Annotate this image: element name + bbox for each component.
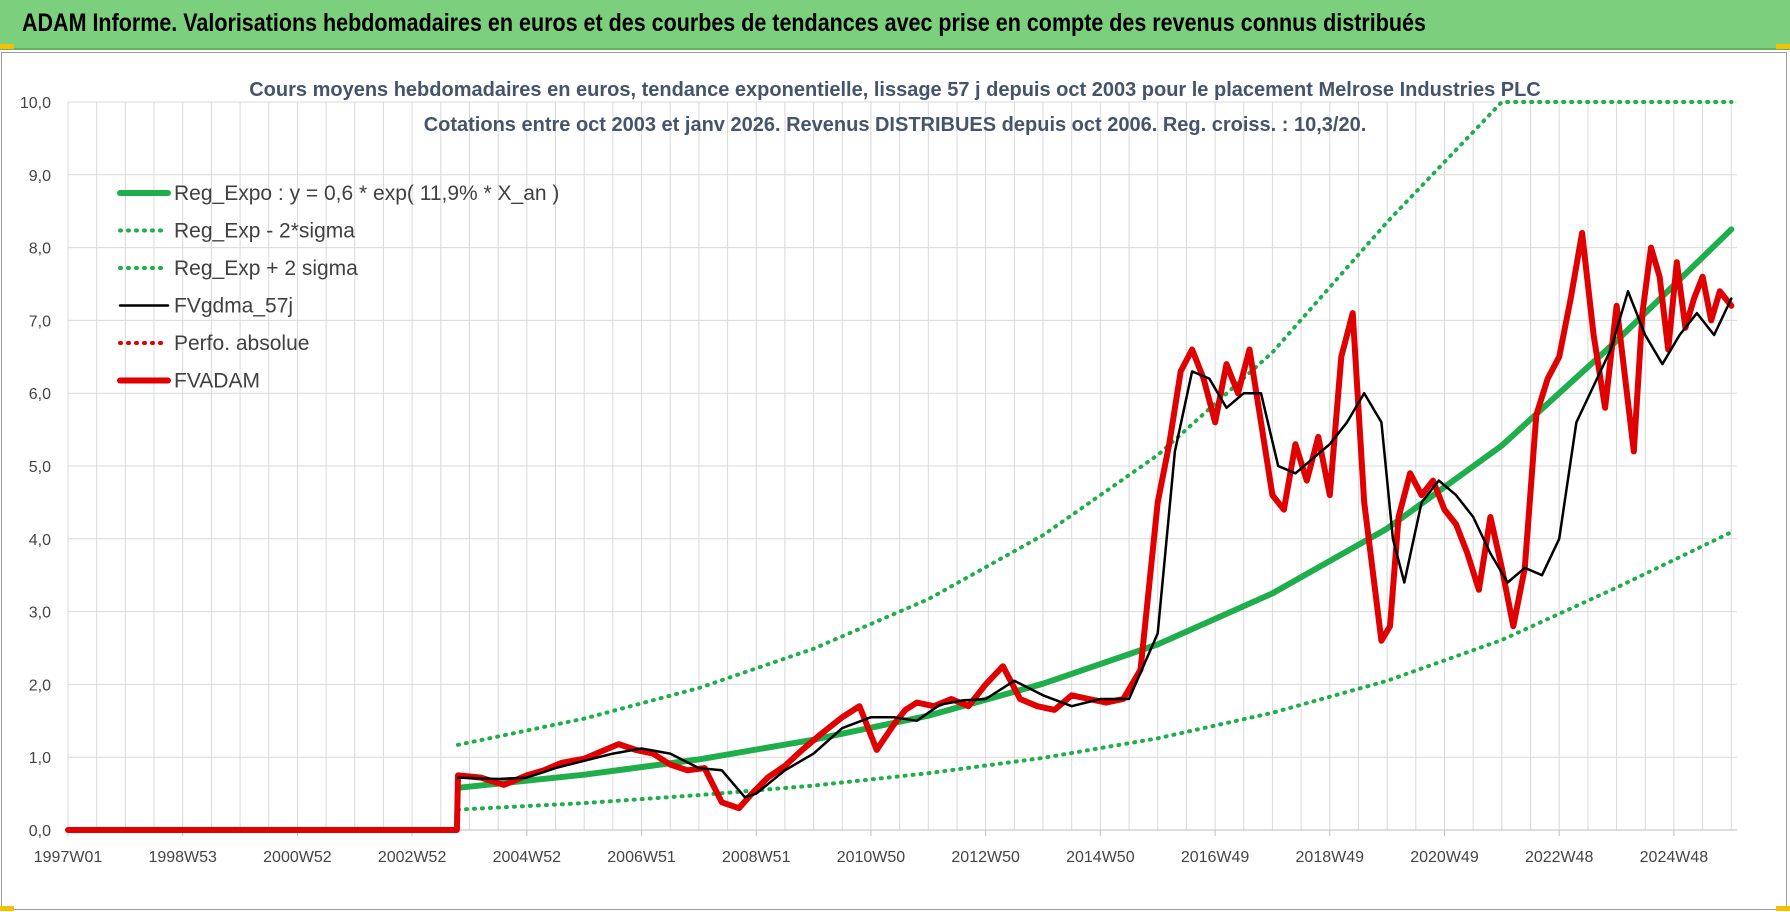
legend: Reg_Expo : y = 0,6 * exp( 11,9% * X_an )… [117, 182, 559, 393]
x-tick-label: 2018W49 [1296, 849, 1365, 866]
y-tick-label: 6,0 [29, 386, 51, 403]
x-tick-label: 2022W48 [1525, 849, 1594, 866]
corner-marker-bottom-right [1776, 906, 1790, 911]
x-tick-label: 2024W48 [1640, 849, 1709, 866]
corner-marker-top-right [1776, 44, 1790, 49]
y-tick-label: 4,0 [29, 532, 51, 549]
x-tick-label: 2020W49 [1410, 849, 1479, 866]
y-tick-label: 1,0 [29, 750, 51, 767]
x-tick-label: 2010W50 [837, 849, 906, 866]
legend-label: FVgdma_57j [174, 295, 293, 318]
y-tick-label: 8,0 [29, 241, 51, 258]
x-tick-label: 2014W50 [1066, 849, 1135, 866]
series-line-3 [456, 290, 1733, 799]
corner-marker-bottom-left [0, 906, 14, 911]
chart-title-line-2: Cotations entre oct 2003 et janv 2026. R… [424, 114, 1367, 136]
y-tick-label: 2,0 [29, 677, 51, 694]
y-tick-label: 5,0 [29, 459, 51, 476]
x-tick-label: 2002W52 [378, 849, 447, 866]
legend-label: Reg_Exp + 2 sigma [174, 257, 358, 280]
chart-frame [1, 52, 1787, 910]
series-line-1 [456, 530, 1734, 812]
x-tick-label: 2008W51 [722, 849, 791, 866]
x-tick-label: 2006W51 [607, 849, 676, 866]
y-tick-label: 7,0 [29, 313, 51, 330]
x-tick-label: 2004W52 [493, 849, 562, 866]
y-tick-label: 3,0 [29, 605, 51, 622]
x-tick-label: 2000W52 [263, 849, 332, 866]
y-tick-label: 10,0 [20, 95, 51, 112]
x-tick-label: 2012W50 [951, 849, 1020, 866]
x-tick-label: 1997W01 [34, 849, 103, 866]
header-banner: ADAM Informe. Valorisations hebdomadaire… [0, 0, 1790, 50]
banner-title: ADAM Informe. Valorisations hebdomadaire… [22, 9, 1426, 37]
x-axis-ticks: 1997W01 1998W53 2000W52 2002W52 2004W52 2006W… [34, 830, 1709, 866]
y-tick-label: 0,0 [29, 823, 51, 840]
legend-label: Perfo. absolue [174, 332, 309, 355]
corner-marker-top-left [0, 44, 14, 49]
series-line-0 [455, 226, 1735, 791]
chart-title-line-1: Cours moyens hebdomadaires en euros, ten… [249, 79, 1541, 101]
y-tick-label: 9,0 [29, 168, 51, 185]
legend-label: FVADAM [174, 370, 260, 393]
legend-label: Reg_Exp - 2*sigma [174, 220, 355, 243]
series-lines [65, 100, 1735, 833]
y-axis-ticks: 0,0 1,0 2,0 3,0 4,0 5,0 6,0 7,0 8,0 9,0 10,0 [20, 95, 51, 840]
legend-label: Reg_Expo : y = 0,6 * exp( 11,9% * X_an ) [174, 182, 559, 205]
x-tick-label: 2016W49 [1181, 849, 1250, 866]
series-line-2 [456, 100, 1734, 747]
series-line-5 [65, 230, 1735, 833]
x-tick-label: 1998W53 [148, 849, 217, 866]
